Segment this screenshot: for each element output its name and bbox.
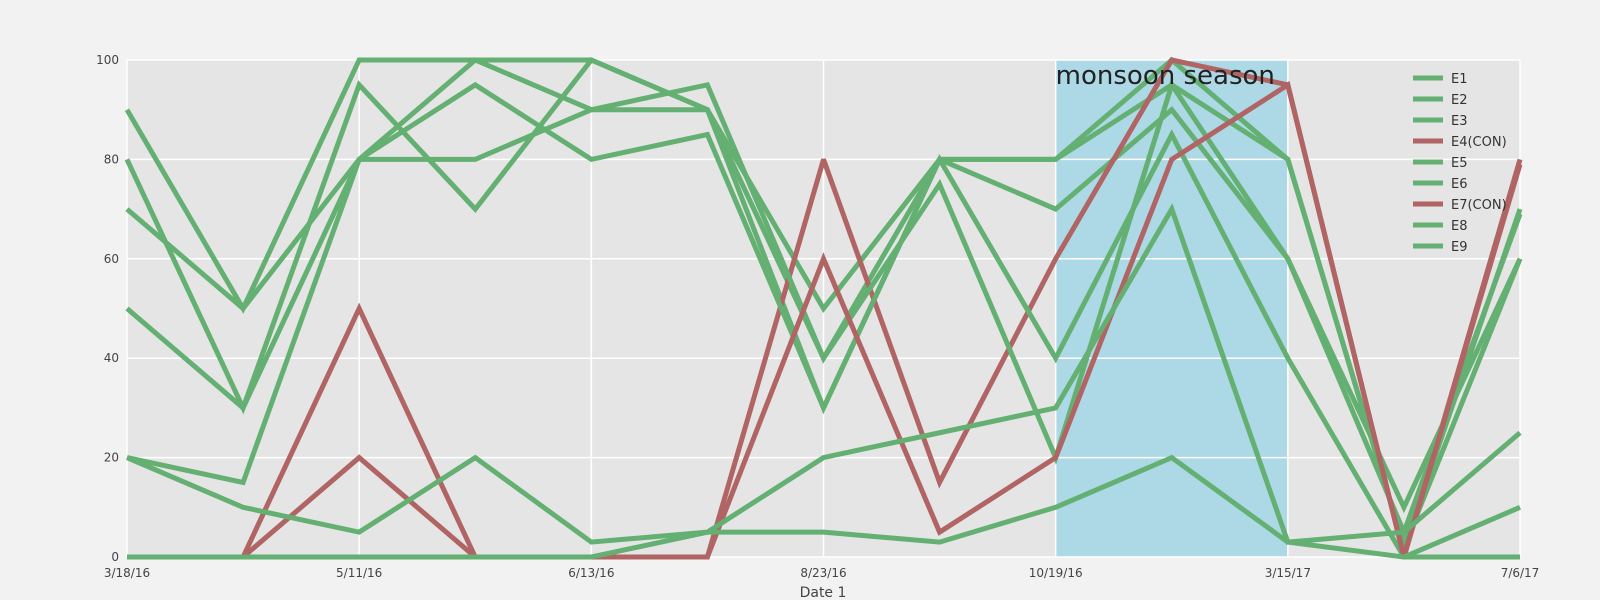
- y-tick-label: 0: [111, 550, 119, 564]
- legend-label: E1: [1451, 72, 1468, 87]
- axis-layer: 0 20 40 60 80 100 3/18/16 5/11/16 6/13/16 8/23/16…: [96, 53, 1539, 580]
- x-tick-label: 10/19/16: [1029, 566, 1083, 580]
- series-line-e7-con: [127, 80, 1523, 560]
- x-tick-label: 8/23/16: [800, 566, 846, 580]
- y-tick-label: 40: [104, 351, 119, 365]
- legend: E1 E2 E3 E4(CON) E5 E6 E7(CON) E8 E9: [1413, 72, 1507, 255]
- legend-label: E5: [1451, 156, 1468, 171]
- x-tick-label: 3/18/16: [104, 566, 150, 580]
- y-tick-label: 80: [104, 152, 119, 166]
- series-line-e9: [127, 454, 1521, 560]
- legend-label: E8: [1451, 219, 1468, 234]
- monsoon-shaded-region: [1055, 60, 1288, 557]
- x-tick-label: 6/13/16: [568, 566, 614, 580]
- series-layer: [124, 56, 1523, 560]
- x-tick-label: 5/11/16: [336, 566, 382, 580]
- x-tick-label: 3/15/17: [1265, 566, 1311, 580]
- legend-label: E6: [1451, 177, 1468, 192]
- x-tick-label: 7/6/17: [1501, 566, 1540, 580]
- legend-label: E7(CON): [1451, 198, 1507, 213]
- legend-label: E3: [1451, 114, 1468, 129]
- x-axis-title: Date 1: [800, 585, 847, 600]
- annotation-monsoon-season: monsoon season: [1056, 61, 1275, 91]
- legend-label: E9: [1451, 240, 1468, 255]
- legend-label: E2: [1451, 93, 1468, 108]
- shaded-region-layer: [1055, 60, 1288, 557]
- y-tick-label: 100: [96, 53, 119, 67]
- y-tick-label: 60: [104, 252, 119, 266]
- legend-label: E4(CON): [1451, 135, 1507, 150]
- series-line-e6: [126, 81, 1520, 560]
- y-tick-label: 20: [104, 451, 119, 465]
